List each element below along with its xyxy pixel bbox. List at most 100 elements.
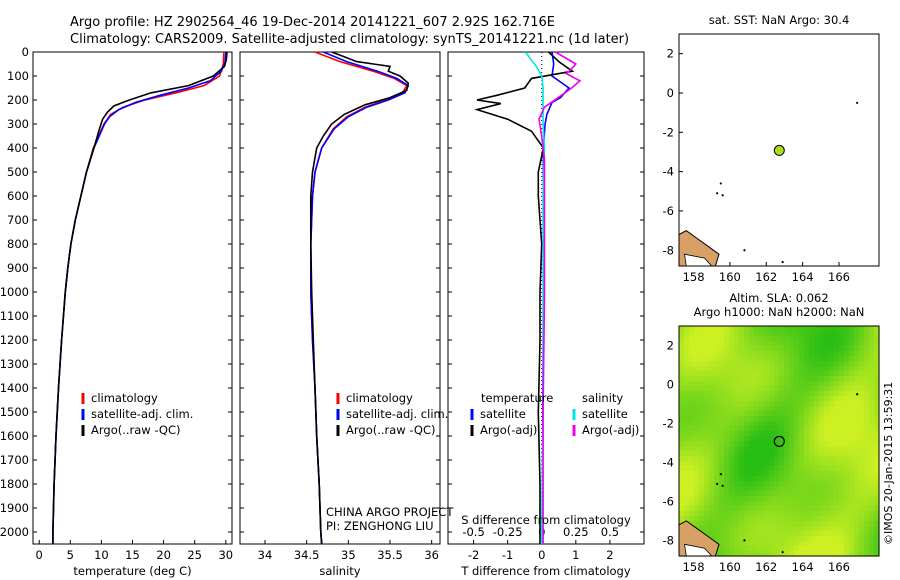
sla-cell: [689, 501, 695, 507]
series-line-1: [309, 51, 408, 545]
sla-cell: [829, 521, 835, 527]
depth-tick-label: 200: [7, 93, 29, 107]
sla-cell: [714, 371, 720, 377]
sla-cell: [839, 546, 845, 552]
sla-cell: [859, 531, 865, 537]
sla-cell: [769, 491, 775, 497]
sla-cell: [759, 411, 765, 417]
sla-cell: [784, 376, 790, 382]
sla-cell: [864, 386, 870, 392]
sla-cell: [864, 541, 870, 547]
sla-cell: [764, 496, 770, 502]
sla-cell: [729, 461, 735, 467]
sla-cell: [809, 356, 815, 362]
sla-cell: [714, 446, 720, 452]
sla-cell: [774, 486, 780, 492]
sla-cell: [744, 336, 750, 342]
sla-cell: [839, 526, 845, 532]
sla-cell: [749, 406, 755, 412]
sla-cell: [754, 351, 760, 357]
x-tick-label: 166: [828, 270, 850, 284]
sla-cell: [729, 526, 735, 532]
island-dot: [719, 473, 722, 476]
sla-cell: [854, 401, 860, 407]
sla-cell: [779, 411, 785, 417]
sla-cell: [824, 496, 830, 502]
sla-cell: [834, 451, 840, 457]
sla-cell: [789, 451, 795, 457]
sla-cell: [849, 376, 855, 382]
sla-cell: [714, 521, 720, 527]
sla-cell: [734, 376, 740, 382]
sla-cell: [819, 476, 825, 482]
sla-cell: [729, 476, 735, 482]
sla-cell: [704, 446, 710, 452]
sla-cell: [789, 551, 795, 557]
sla-cell: [844, 401, 850, 407]
sla-cell: [859, 496, 865, 502]
sla-cell: [734, 446, 740, 452]
sla-cell: [784, 426, 790, 432]
sla-cell: [794, 511, 800, 517]
sla-cell: [704, 441, 710, 447]
sla-cell: [834, 381, 840, 387]
sla-cell: [679, 381, 685, 387]
sla-cell: [869, 486, 875, 492]
sla-cell: [744, 366, 750, 372]
sla-cell: [874, 551, 880, 557]
sla-cell: [694, 516, 700, 522]
sla-cell: [874, 426, 880, 432]
sla-cell: [814, 381, 820, 387]
sla-cell: [784, 506, 790, 512]
sla-cell: [859, 551, 865, 557]
sla-cell: [844, 521, 850, 527]
sla-cell: [809, 376, 815, 382]
sla-cell: [844, 346, 850, 352]
sla-cell: [719, 386, 725, 392]
sla-cell: [814, 331, 820, 337]
sla-cell: [869, 386, 875, 392]
sla-cell: [814, 336, 820, 342]
x-tick-label: 0: [538, 548, 545, 562]
sla-cell: [679, 421, 685, 427]
sla-cell: [824, 506, 830, 512]
sla-cell: [679, 466, 685, 472]
sla-cell: [679, 401, 685, 407]
sla-cell: [779, 331, 785, 337]
sla-cell: [694, 406, 700, 412]
sla-cell: [794, 496, 800, 502]
sla-cell: [729, 346, 735, 352]
sla-cell: [699, 381, 705, 387]
sla-cell: [724, 381, 730, 387]
sla-cell: [814, 511, 820, 517]
sla-cell: [794, 341, 800, 347]
sla-cell: [694, 396, 700, 402]
sla-cell: [739, 456, 745, 462]
sla-cell: [679, 376, 685, 382]
sla-cell: [754, 541, 760, 547]
sla-cell: [874, 441, 880, 447]
sla-cell: [809, 361, 815, 367]
sla-cell: [844, 406, 850, 412]
sla-cell: [784, 386, 790, 392]
sla-cell: [834, 491, 840, 497]
sla-cell: [854, 406, 860, 412]
sla-cell: [864, 441, 870, 447]
sla-cell: [734, 406, 740, 412]
sla-cell: [679, 426, 685, 432]
sla-cell: [854, 326, 860, 332]
sla-cell: [724, 451, 730, 457]
sla-cell: [729, 451, 735, 457]
island-dot: [856, 101, 859, 104]
sla-cell: [809, 336, 815, 342]
y-tick-label: 0: [667, 377, 674, 391]
sla-cell: [709, 416, 715, 422]
sla-cell: [824, 441, 830, 447]
sla-cell: [749, 456, 755, 462]
sla-cell: [769, 486, 775, 492]
sla-cell: [724, 526, 730, 532]
sla-cell: [814, 456, 820, 462]
sla-cell: [699, 441, 705, 447]
sla-cell: [784, 366, 790, 372]
sla-cell: [684, 486, 690, 492]
